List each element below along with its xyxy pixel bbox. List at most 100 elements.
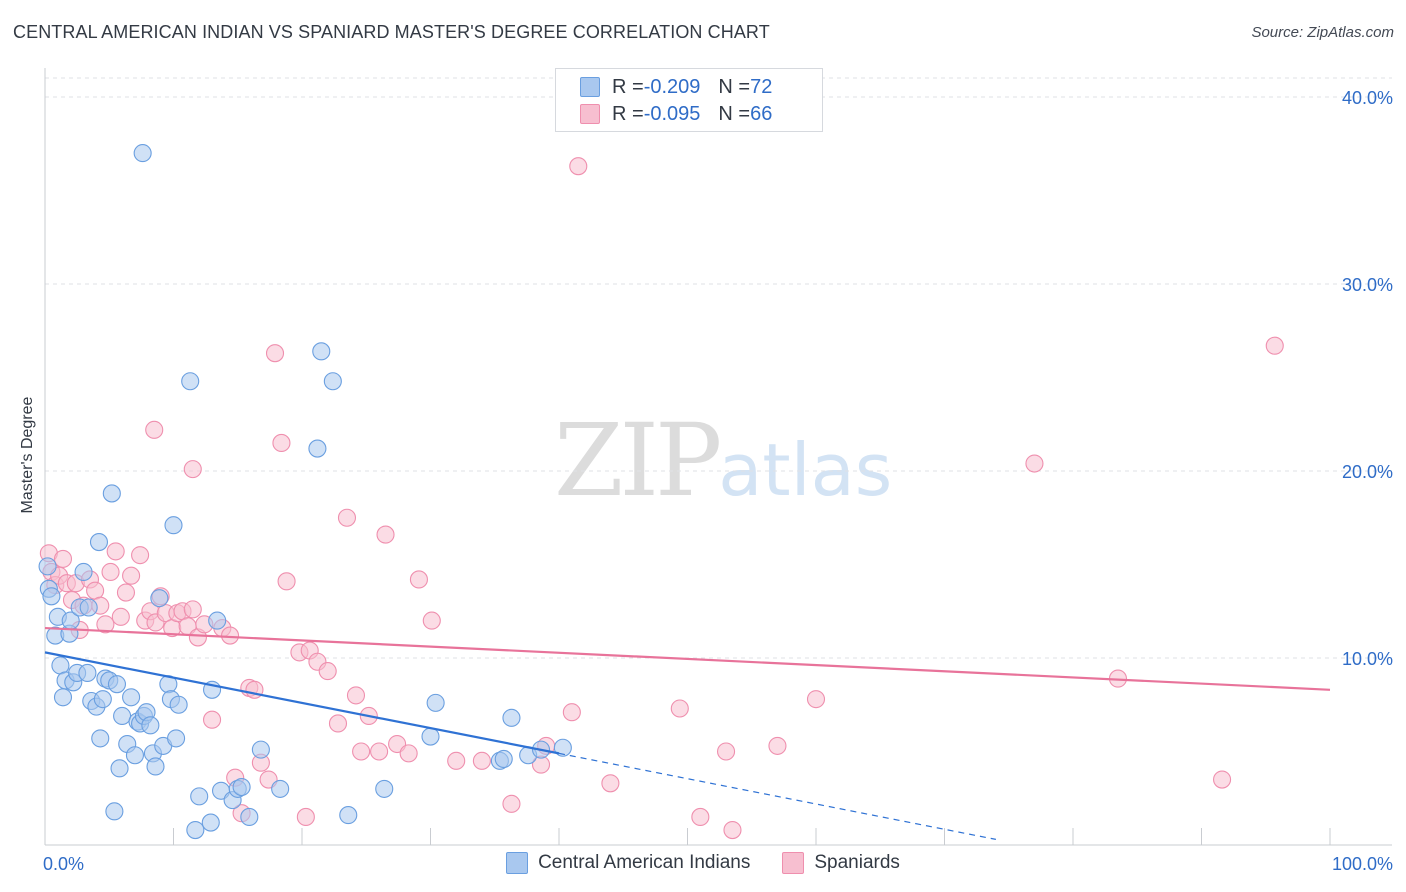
spaniard-point	[562, 703, 581, 722]
central-american-indian-point	[308, 439, 327, 458]
central-american-indian-point	[426, 693, 445, 712]
central-american-indian-point	[38, 557, 57, 576]
spaniard-point	[716, 742, 736, 761]
spaniard-point	[346, 686, 366, 705]
central-american-indian-point	[113, 706, 132, 726]
central-american-indian-point	[74, 562, 93, 582]
central-american-indian-point	[167, 729, 186, 748]
central-american-indian-point	[79, 598, 98, 617]
spaniard-point	[472, 751, 491, 770]
spaniard-point	[318, 662, 337, 681]
pink-swatch	[782, 852, 805, 874]
central-american-indian-point	[190, 787, 209, 806]
central-american-indian-point	[141, 716, 160, 735]
spaniard-point	[183, 600, 202, 619]
spaniard-point	[1213, 770, 1232, 789]
central-american-indian-point	[186, 820, 205, 840]
y-tick-label: 30.0%	[1342, 275, 1393, 295]
r-value: -0.095	[643, 102, 701, 125]
spaniard-point	[502, 794, 521, 813]
spaniard-point	[768, 736, 787, 755]
central-american-indian-point	[339, 806, 358, 825]
central-american-indian-point	[110, 759, 129, 778]
spaniard-point	[96, 615, 115, 634]
central-american-indian-point	[102, 484, 121, 503]
spaniard-point	[806, 690, 826, 709]
spaniard-point	[601, 774, 620, 793]
central-american-indian-point	[105, 802, 124, 821]
n-label: N =	[718, 102, 751, 125]
blue-swatch	[580, 77, 600, 97]
spaniard-point	[370, 742, 389, 761]
spaniard-point	[183, 460, 202, 479]
central-american-indian-point	[169, 695, 188, 714]
central-american-indian-point	[150, 589, 169, 608]
central-american-indian-point	[502, 708, 521, 727]
spaniard-point	[101, 562, 120, 582]
central-american-indian-trendline	[44, 651, 560, 755]
stats-legend-row-blue: R = -0.209 N = 72	[580, 75, 772, 99]
spaniard-point	[691, 807, 710, 827]
spaniard-point	[409, 570, 428, 589]
spaniard-point	[723, 820, 742, 840]
legend-item-spaniards[interactable]: Spaniards	[782, 852, 900, 874]
spaniard-point	[111, 607, 130, 626]
legend-item-central-american-indians[interactable]: Central American Indians	[506, 852, 750, 874]
central-american-indian-point	[251, 740, 270, 759]
central-american-indian-point	[91, 729, 110, 748]
stats-legend: R = -0.209 N = 72 R = -0.095 N = 66	[555, 68, 823, 132]
spaniard-point	[376, 525, 395, 544]
y-tick-label: 10.0%	[1342, 649, 1393, 669]
central-american-indian-point	[201, 813, 220, 832]
central-american-indian-point	[89, 533, 109, 552]
blue-swatch	[506, 852, 529, 874]
spaniard-point	[296, 807, 315, 827]
central-american-indian-point	[78, 663, 97, 683]
x-tick-label: 100.0%	[1332, 854, 1393, 874]
watermark-atlas: atlas	[718, 428, 893, 512]
y-tick-label: 20.0%	[1342, 462, 1393, 482]
central-american-indian-point	[42, 587, 61, 606]
central-american-indian-point	[421, 727, 440, 746]
x-tick-label: 0.0%	[43, 854, 84, 874]
pink-swatch	[580, 104, 600, 124]
watermark: ZIPatlas	[554, 402, 892, 519]
central-american-indian-trendline-extension	[558, 752, 997, 840]
central-american-indian-point	[146, 757, 165, 776]
series-legend: Central American Indians Spaniards	[0, 852, 1406, 874]
spaniard-point	[122, 566, 141, 585]
central-american-indian-point	[181, 372, 200, 391]
spaniard-point	[352, 742, 371, 761]
central-american-indian-point	[494, 749, 513, 769]
central-american-indian-point	[240, 807, 259, 827]
legend-label: Spaniards	[814, 852, 900, 873]
stats-legend-row-pink: R = -0.095 N = 66	[580, 102, 772, 126]
central-american-indian-point	[107, 675, 127, 694]
central-american-indian-point	[125, 746, 144, 765]
spaniard-point	[220, 626, 240, 645]
central-american-indian-point	[553, 738, 572, 757]
r-value: -0.209	[643, 75, 701, 98]
y-tick-label: 40.0%	[1342, 88, 1393, 108]
central-american-indian-point	[312, 342, 331, 361]
spaniard-trendline	[44, 626, 1331, 691]
spaniard-point	[131, 546, 150, 565]
spaniard-point	[337, 508, 357, 527]
central-american-indian-point	[323, 372, 342, 391]
chart-title: CENTRAL AMERICAN INDIAN VS SPANIARD MAST…	[13, 22, 770, 42]
spaniard-point	[272, 433, 291, 453]
spaniard-point	[569, 157, 588, 176]
spaniard-point	[328, 714, 348, 733]
spaniard-point	[447, 751, 466, 770]
central-american-indian-point	[232, 777, 251, 797]
r-label: R =	[612, 75, 644, 98]
central-american-indian-point	[208, 611, 227, 630]
spaniard-point	[265, 344, 285, 363]
central-american-indian-point	[375, 779, 394, 798]
central-american-indian-point	[271, 779, 290, 798]
central-american-indian-point	[133, 144, 152, 163]
n-value: 72	[750, 75, 773, 98]
spaniard-point	[399, 744, 418, 763]
spaniard-point	[116, 583, 136, 602]
